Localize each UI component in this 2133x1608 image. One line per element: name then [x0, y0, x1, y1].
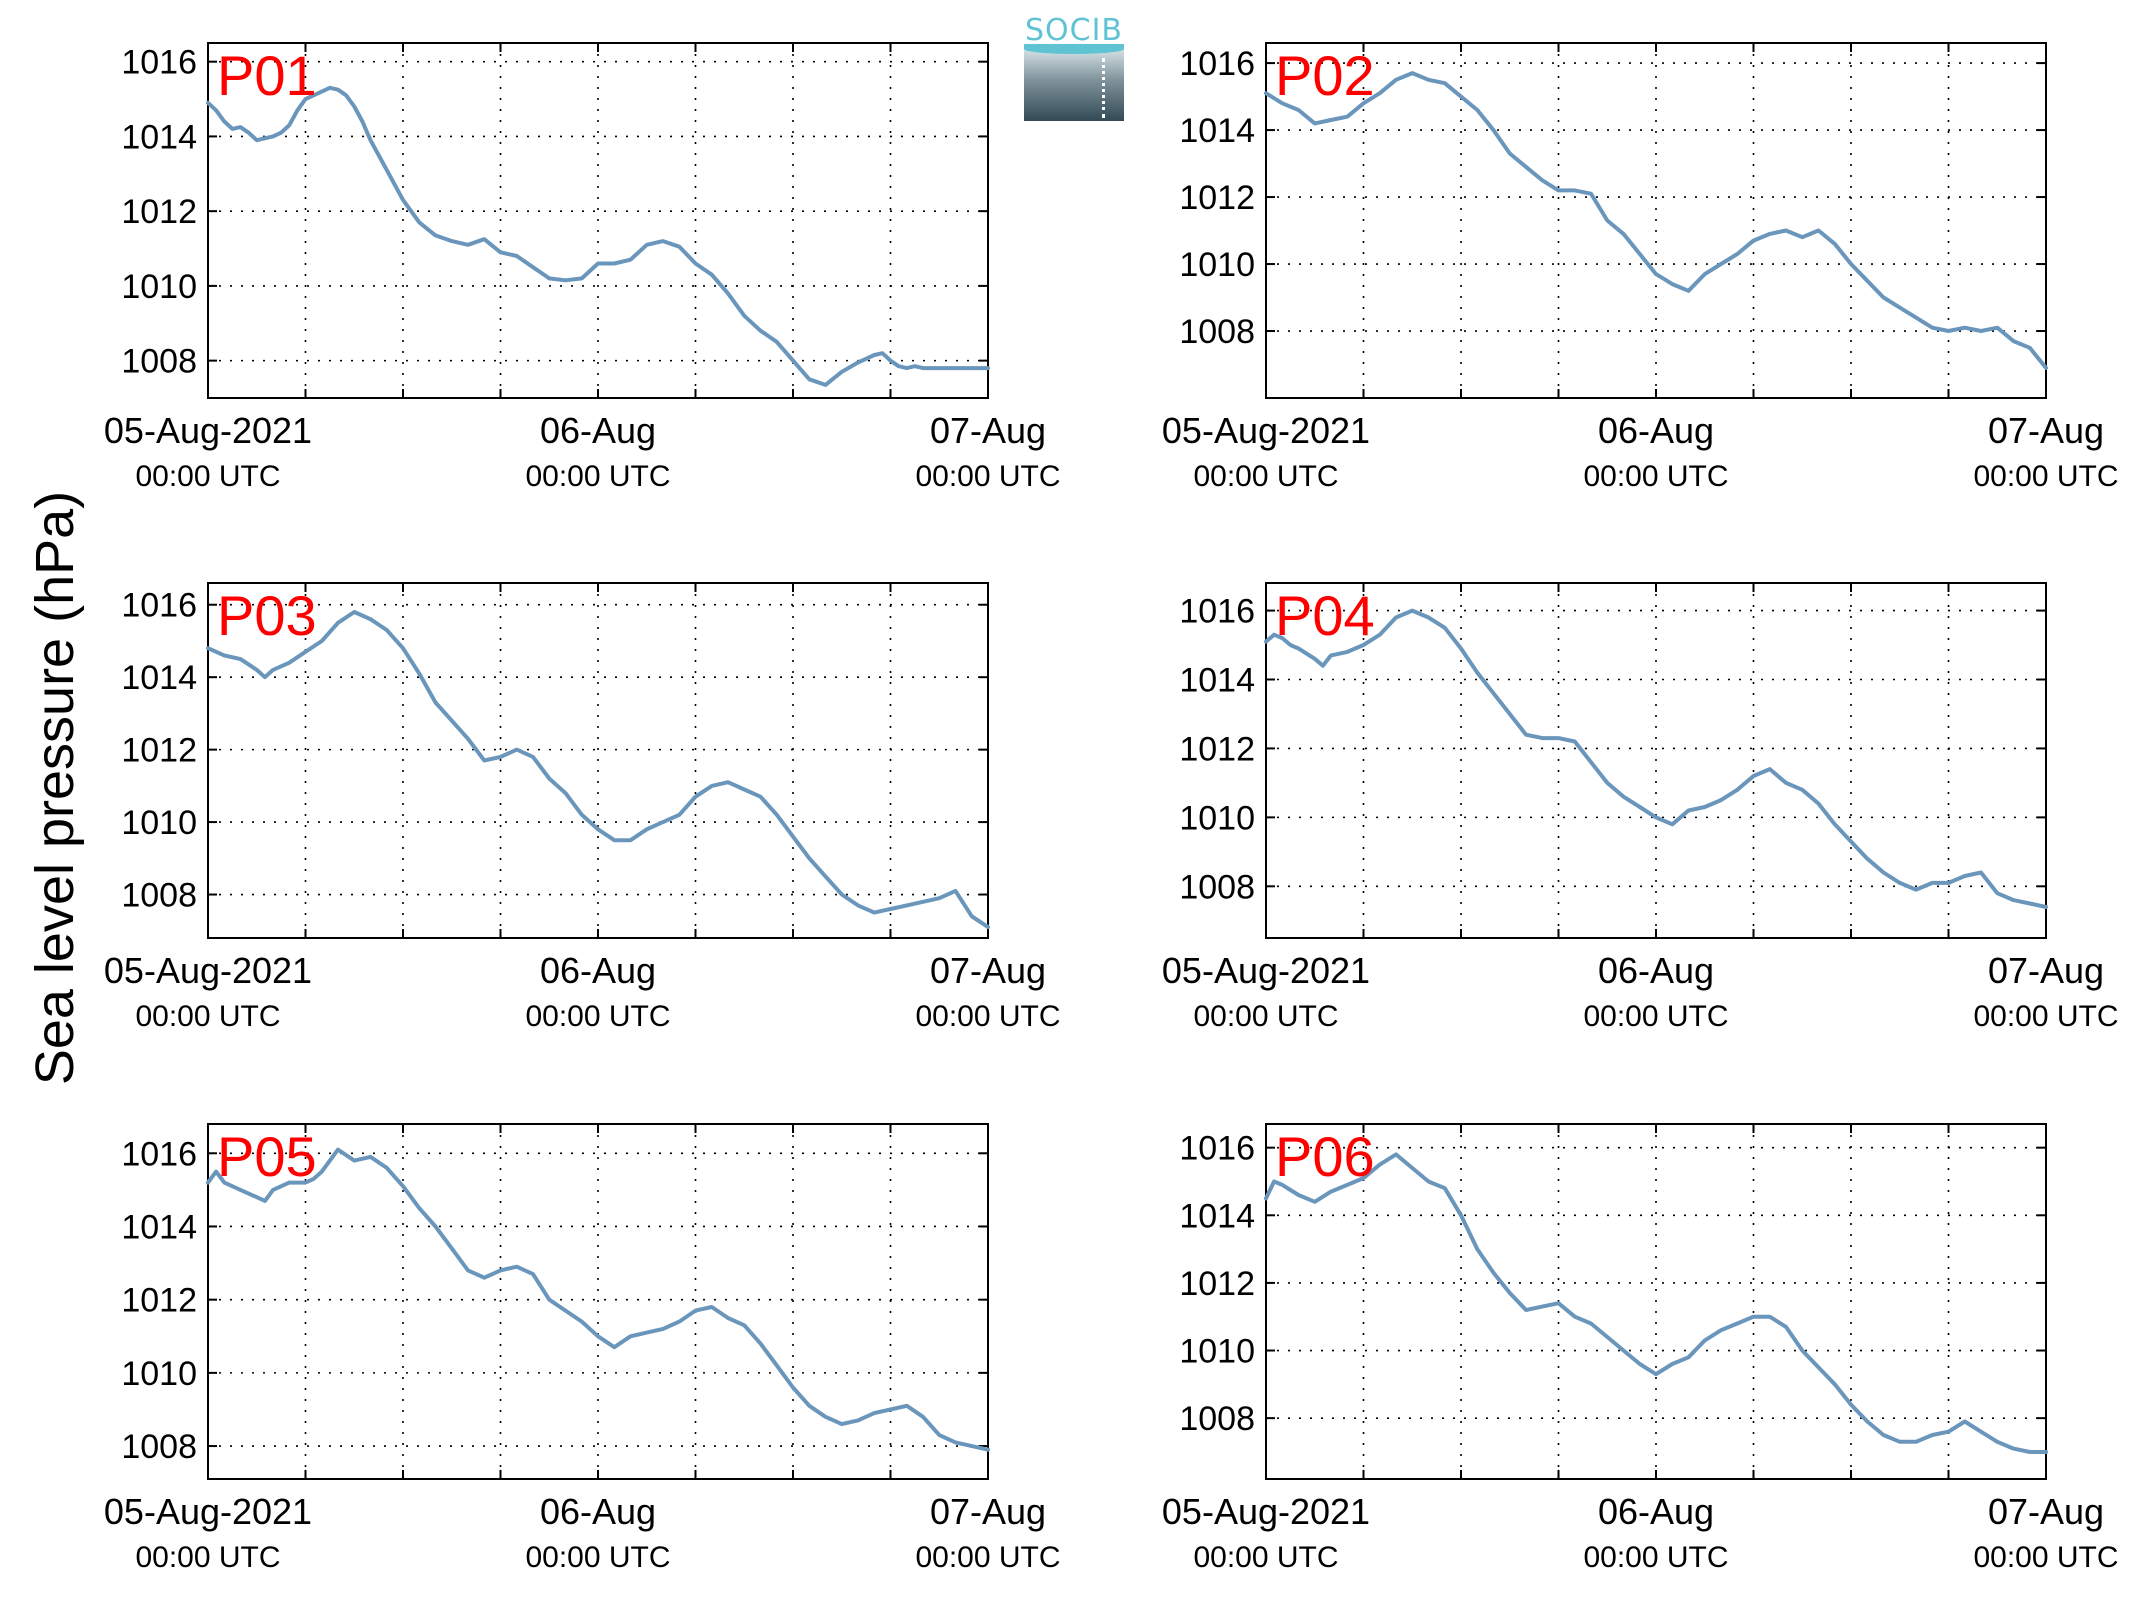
panel-p02: 1008 1010 1012 1014 1016 05-Aug-2021 00:00 UTC… [1162, 42, 2119, 493]
y-tick-label: 1008 [1179, 1400, 1255, 1438]
x-tick-label: 06-Aug [1598, 1491, 1714, 1532]
x-tick-sublabel: 00:00 UTC [525, 460, 670, 493]
x-tick-sublabel: 00:00 UTC [1973, 460, 2118, 493]
x-tick-sublabel: 00:00 UTC [525, 1541, 670, 1574]
x-tick-label: 06-Aug [1598, 410, 1714, 451]
x-tick-label: 05-Aug-2021 [104, 1491, 312, 1532]
x-tick-label: 05-Aug-2021 [104, 410, 312, 451]
x-tick-label: 06-Aug [540, 410, 656, 451]
y-tick-label: 1012 [1179, 179, 1255, 217]
x-tick-label: 06-Aug [540, 950, 656, 991]
x-tick-sublabel: 00:00 UTC [915, 1000, 1060, 1033]
y-tick-label: 1008 [121, 877, 197, 915]
panel-title: P02 [1275, 44, 1375, 107]
x-tick-label: 05-Aug-2021 [1162, 1491, 1370, 1532]
x-tick-sublabel: 00:00 UTC [135, 1000, 280, 1033]
panel-title: P04 [1275, 584, 1375, 647]
x-tick-sublabel: 00:00 UTC [1193, 1000, 1338, 1033]
y-tick-label: 1016 [121, 587, 197, 625]
panel-p04: 1008 1010 1012 1014 1016 05-Aug-2021 00:00 UTC… [1162, 582, 2119, 1033]
panel-p03: 1008 1010 1012 1014 1016 05-Aug-2021 00:00 UTC… [104, 582, 1061, 1033]
x-tick-sublabel: 00:00 UTC [915, 1541, 1060, 1574]
panel-p05: 1008 1010 1012 1014 1016 05-Aug-2021 00:00 UTC… [104, 1123, 1061, 1574]
logo-text: SOCIB [1024, 13, 1124, 48]
panel-title: P06 [1275, 1125, 1375, 1188]
y-tick-label: 1008 [121, 1428, 197, 1466]
y-tick-label: 1014 [1179, 1197, 1255, 1235]
panel-title: P03 [217, 584, 317, 647]
pressure-series-line [1264, 1152, 2048, 1454]
y-tick-label: 1010 [121, 1355, 197, 1393]
y-tick-label: 1012 [121, 193, 197, 231]
x-tick-sublabel: 00:00 UTC [1973, 1000, 2118, 1033]
x-tick-label: 07-Aug [1988, 1491, 2104, 1532]
x-tick-sublabel: 00:00 UTC [135, 460, 280, 493]
x-tick-sublabel: 00:00 UTC [1583, 1541, 1728, 1574]
panel-p01: 1008 1010 1012 1014 1016 05-Aug-2021 00:00 UTC… [104, 42, 1061, 493]
y-tick-label: 1010 [1179, 246, 1255, 284]
pressure-series-line [1264, 71, 2048, 370]
socib-logo: SOCIB [1024, 14, 1124, 121]
y-tick-label: 1010 [1179, 799, 1255, 837]
x-tick-label: 05-Aug-2021 [104, 950, 312, 991]
y-tick-label: 1016 [1179, 593, 1255, 631]
pressure-series-line [206, 610, 990, 930]
x-tick-label: 05-Aug-2021 [1162, 410, 1370, 451]
x-tick-label: 05-Aug-2021 [1162, 950, 1370, 991]
y-tick-label: 1010 [121, 804, 197, 842]
y-tick-label: 1014 [121, 118, 197, 156]
y-tick-label: 1016 [1179, 1130, 1255, 1168]
logo-box [1024, 48, 1124, 121]
panel-title: P01 [217, 44, 317, 107]
y-tick-label: 1016 [1179, 45, 1255, 83]
y-axis-label: Sea level pressure (hPa) [25, 490, 85, 1086]
y-tick-label: 1014 [1179, 112, 1255, 150]
x-tick-sublabel: 00:00 UTC [1193, 1541, 1338, 1574]
x-tick-label: 06-Aug [540, 1491, 656, 1532]
x-tick-label: 07-Aug [930, 410, 1046, 451]
x-tick-label: 07-Aug [1988, 950, 2104, 991]
pressure-series-line [1264, 608, 2048, 909]
x-tick-label: 07-Aug [930, 1491, 1046, 1532]
pressure-series-line [206, 85, 990, 387]
logo-wave [1024, 44, 1124, 54]
y-tick-label: 1008 [1179, 868, 1255, 906]
x-tick-label: 06-Aug [1598, 950, 1714, 991]
y-tick-label: 1010 [1179, 1333, 1255, 1371]
y-tick-label: 1014 [121, 659, 197, 697]
y-tick-label: 1016 [121, 1135, 197, 1173]
x-tick-label: 07-Aug [930, 950, 1046, 991]
panel-p06: 1008 1010 1012 1014 1016 05-Aug-2021 00:00 UTC… [1162, 1123, 2119, 1574]
panel-title: P05 [217, 1125, 317, 1188]
y-tick-label: 1012 [1179, 1265, 1255, 1303]
logo-dots [1102, 58, 1105, 118]
y-tick-label: 1012 [121, 1282, 197, 1320]
y-tick-label: 1008 [121, 343, 197, 381]
x-tick-sublabel: 00:00 UTC [1583, 460, 1728, 493]
x-tick-sublabel: 00:00 UTC [1583, 1000, 1728, 1033]
y-tick-label: 1008 [1179, 313, 1255, 351]
pressure-series-line [206, 1147, 990, 1452]
y-tick-label: 1010 [121, 268, 197, 306]
x-tick-label: 07-Aug [1988, 410, 2104, 451]
x-tick-sublabel: 00:00 UTC [915, 460, 1060, 493]
y-tick-label: 1016 [121, 44, 197, 82]
y-tick-label: 1012 [121, 732, 197, 770]
x-tick-sublabel: 00:00 UTC [135, 1541, 280, 1574]
x-tick-sublabel: 00:00 UTC [525, 1000, 670, 1033]
y-tick-label: 1014 [1179, 662, 1255, 700]
y-tick-label: 1014 [121, 1208, 197, 1246]
y-tick-label: 1012 [1179, 730, 1255, 768]
x-tick-sublabel: 00:00 UTC [1193, 460, 1338, 493]
x-tick-sublabel: 00:00 UTC [1973, 1541, 2118, 1574]
